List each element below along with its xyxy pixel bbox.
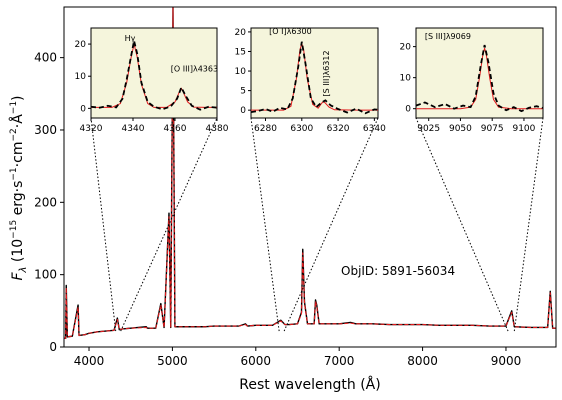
main-axes-frame [63,6,557,348]
inset-frame [415,27,544,119]
x-tick-label: 4000 [74,354,105,368]
y-tick-label: 400 [34,51,57,65]
inset-y-tick-label: 0 [80,104,86,114]
inset-x-tick-label: 9100 [512,124,535,134]
inset-x-tick-label: 6320 [327,124,350,134]
inset-x-tick-label: 4320 [80,124,103,134]
inset-panel: 9025 9050 9075 9100 0 10 20 [S III]λ9069 [400,27,544,134]
inset-panel: 4320 4340 4360 4380 0 10 20 Hγ [O III]λ4363 [75,27,229,134]
inset-x-tick-label: 4340 [122,124,145,134]
inset-connector-line [283,117,379,332]
inset-x-tick-label: 4380 [206,124,229,134]
inset-y-tick-label: 15 [235,47,246,57]
inset-x-tick-label: 9025 [417,124,440,134]
x-tick-label: 5000 [157,354,188,368]
y-axis-label: Fλ (10−15 erg·s−1·cm−2·Å−1) [9,95,29,280]
inset-lines [91,40,217,111]
inset-y-tick-label: 20 [400,43,412,53]
x-tick-label: 7000 [324,354,355,368]
inset-x-tick-label: 9050 [449,124,472,134]
inset-y-tick-label: 20 [75,40,87,50]
inset-y-tick-label: 5 [240,87,246,97]
inset-line-label: [O I]λ6300 [269,27,312,36]
x-tick-label: 8000 [407,354,438,368]
y-tick-label: 0 [49,340,57,354]
inset-panel: 6280 6300 6320 6340 0 5 10 15 20 [O I]λ6300 [S III… [235,27,387,134]
inset-y-tick-label: 10 [400,74,412,84]
inset-y-tick-label: 20 [235,28,247,38]
inset-connector-line [90,117,117,332]
inset-x-tick-label: 6300 [290,124,313,134]
inset-connector-line [120,117,218,332]
inset-line-label: [O III]λ4363 [171,64,218,73]
y-tick-label: 300 [34,123,57,137]
main-plot-area [64,7,556,340]
inset-line-label: [S III]λ6312 [322,50,331,96]
inset-x-tick-label: 6280 [254,124,277,134]
inset-x-tick-label: 9075 [481,124,504,134]
inset-connector-line [513,117,544,332]
inset-connector-lines [90,117,544,332]
inset-y-tick-label: 10 [75,72,87,82]
inset-y-tick-label: 0 [405,105,411,115]
inset-y-tick-label: 10 [235,67,247,77]
x-axis-label: Rest wavelength (Å) [239,376,380,393]
x-tick-label: 9000 [491,354,522,368]
inset-observed-line [251,41,378,115]
inset-x-tick-label: 6340 [363,124,386,134]
object-id-annotation: ObjID: 5891-56034 [341,264,455,278]
inset-lines [416,44,543,113]
inset-y-tick-label: 0 [240,106,246,116]
inset-frame [90,27,218,119]
inset-x-tick-label: 4360 [164,124,187,134]
inset-connector-line [415,117,509,332]
inset-model-line [251,41,378,111]
inset-line-label: [S III]λ9069 [425,32,471,41]
model-spectrum-line [64,7,556,339]
inset-line-label: Hγ [125,34,136,43]
y-tick-label: 200 [34,195,57,209]
inset-lines [251,41,378,115]
y-tick-label: 100 [34,268,57,282]
inset-observed-line [416,44,543,113]
x-tick-label: 6000 [241,354,272,368]
inset-connector-line [250,117,280,332]
